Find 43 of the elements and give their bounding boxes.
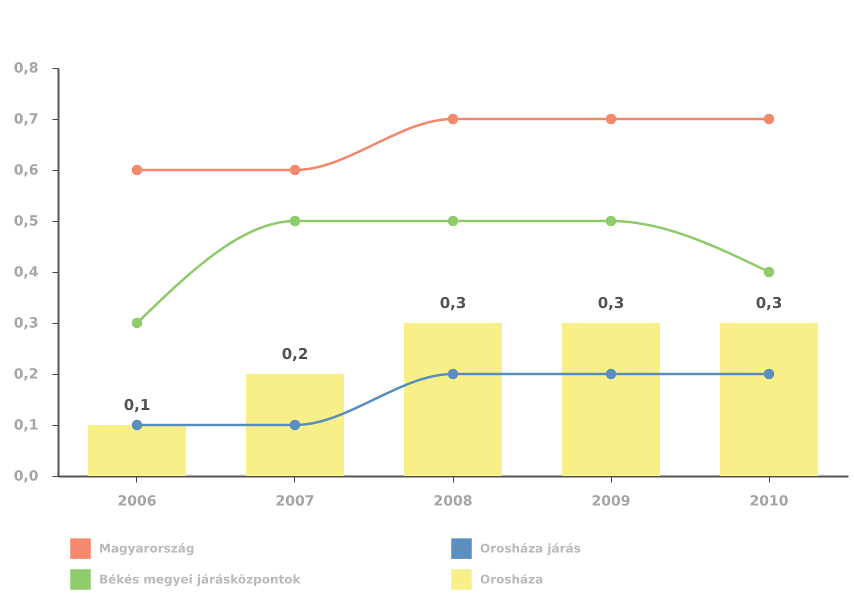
bar	[88, 425, 186, 476]
y-tick-label: 0,3	[14, 316, 38, 332]
point	[290, 164, 300, 176]
y-tick-label: 0,5	[14, 214, 38, 230]
point	[764, 368, 774, 380]
bar	[246, 374, 344, 476]
bar	[562, 323, 660, 476]
y-tick-label: 0,4	[14, 264, 39, 280]
point	[132, 420, 142, 430]
data-label: 0,3	[440, 294, 466, 312]
point	[764, 114, 774, 124]
point	[448, 114, 458, 124]
bar	[404, 323, 502, 476]
x-tick-label: 2010	[750, 494, 789, 510]
legend-label: Békés megyei járásközpontok	[99, 572, 302, 586]
data-label: 0,1	[124, 396, 150, 414]
data-label: 0,2	[282, 345, 308, 363]
y-tick-label: 0,6	[14, 162, 38, 178]
point	[132, 318, 142, 328]
legend-label: Orosháza	[480, 572, 544, 586]
y-tick-label: 0,2	[14, 366, 38, 382]
point	[606, 368, 616, 380]
data-label: 0,3	[756, 294, 782, 312]
point	[290, 216, 300, 226]
data-label: 0,3	[598, 294, 624, 312]
x-tick-label: 2006	[118, 494, 156, 510]
point	[290, 420, 300, 430]
point	[448, 368, 458, 380]
y-tick-label: 0,0	[14, 468, 39, 484]
point	[132, 164, 142, 176]
point	[764, 266, 774, 278]
point	[448, 216, 458, 226]
legend-label: Orosháza járás	[480, 542, 581, 556]
x-tick-label: 2007	[276, 494, 314, 510]
point	[606, 216, 616, 226]
point	[606, 114, 616, 124]
y-tick-label: 0,8	[14, 60, 38, 76]
bar	[720, 323, 818, 476]
legend-label: Magyarország	[99, 542, 194, 556]
x-tick-label: 2008	[434, 494, 472, 510]
y-tick-label: 0,1	[14, 418, 38, 434]
x-tick-label: 2009	[592, 494, 630, 510]
y-tick-label: 0,7	[14, 112, 38, 128]
